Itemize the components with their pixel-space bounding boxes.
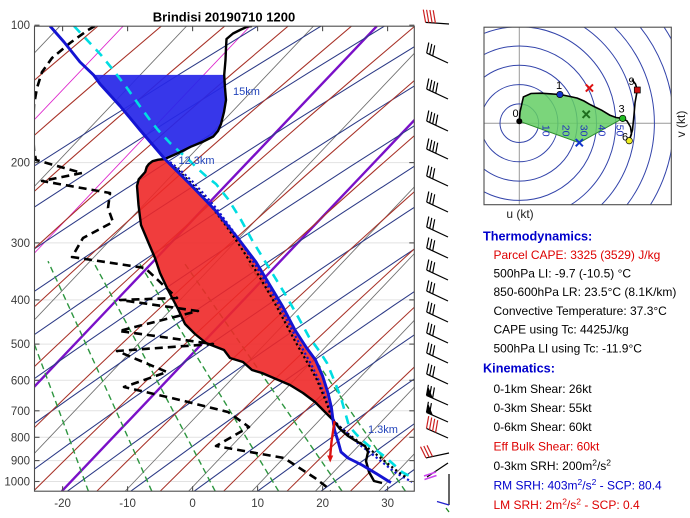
svg-text:1: 1 bbox=[556, 80, 562, 92]
svg-text:850-600hPa LR: 23.5°C (8.1K/km: 850-600hPa LR: 23.5°C (8.1K/km) bbox=[494, 285, 677, 299]
svg-text:500hPa LI: -9.7 (-10.5) °C: 500hPa LI: -9.7 (-10.5) °C bbox=[494, 267, 632, 281]
svg-text:9: 9 bbox=[629, 76, 635, 88]
svg-text:3: 3 bbox=[619, 104, 625, 116]
svg-text:1000: 1000 bbox=[4, 477, 30, 489]
svg-text:30: 30 bbox=[381, 498, 394, 510]
svg-text:700: 700 bbox=[11, 406, 30, 418]
svg-text:10: 10 bbox=[251, 498, 264, 510]
svg-text:800: 800 bbox=[11, 432, 30, 444]
svg-text:300: 300 bbox=[11, 238, 30, 250]
svg-text:200: 200 bbox=[11, 158, 30, 170]
svg-text:0: 0 bbox=[513, 108, 519, 120]
svg-text:50: 50 bbox=[614, 125, 626, 137]
svg-text:Convective Temperature: 37.3°C: Convective Temperature: 37.3°C bbox=[494, 304, 668, 318]
svg-text:0: 0 bbox=[189, 498, 195, 510]
svg-text:100: 100 bbox=[11, 20, 30, 32]
svg-text:600: 600 bbox=[11, 375, 30, 387]
svg-text:0-3km SRH: 200m2/s2: 0-3km SRH: 200m2/s2 bbox=[494, 458, 612, 474]
svg-text:400: 400 bbox=[11, 295, 30, 307]
svg-text:1.3km: 1.3km bbox=[368, 424, 398, 436]
svg-text:0-6km Shear: 60kt: 0-6km Shear: 60kt bbox=[494, 420, 593, 434]
svg-text:Kinematics:: Kinematics: bbox=[483, 362, 555, 376]
svg-text:500hPa LI using Tc: -11.9°C: 500hPa LI using Tc: -11.9°C bbox=[494, 341, 643, 355]
svg-text:RM SRH: 403m2/s2 - SCP: 80.4: RM SRH: 403m2/s2 - SCP: 80.4 bbox=[494, 477, 663, 493]
svg-text:CAPE using Tc: 4425J/kg: CAPE using Tc: 4425J/kg bbox=[494, 323, 629, 337]
svg-text:Eff Bulk Shear: 60kt: Eff Bulk Shear: 60kt bbox=[494, 439, 601, 453]
svg-text:Parcel CAPE: 3325 (3529) J/kg: Parcel CAPE: 3325 (3529) J/kg bbox=[494, 248, 661, 262]
svg-text:u (kt): u (kt) bbox=[506, 207, 533, 221]
svg-text:15km: 15km bbox=[233, 86, 260, 98]
svg-text:LM SRH: 2m2/s2 - SCP: 0.4: LM SRH: 2m2/s2 - SCP: 0.4 bbox=[494, 496, 641, 512]
svg-text:Thermodynamics:: Thermodynamics: bbox=[483, 230, 592, 244]
svg-text:6: 6 bbox=[622, 132, 628, 144]
svg-text:500: 500 bbox=[11, 339, 30, 351]
svg-text:20: 20 bbox=[560, 125, 572, 137]
svg-text:12.3km: 12.3km bbox=[179, 155, 215, 167]
svg-text:10: 10 bbox=[540, 125, 552, 137]
svg-text:900: 900 bbox=[11, 456, 30, 468]
svg-text:v (kt): v (kt) bbox=[674, 111, 688, 138]
svg-text:-10: -10 bbox=[119, 498, 136, 510]
svg-text:20: 20 bbox=[316, 498, 329, 510]
svg-text:30: 30 bbox=[578, 125, 590, 137]
svg-text:Brindisi 20190710 1200: Brindisi 20190710 1200 bbox=[153, 10, 295, 25]
svg-text:0-3km Shear: 55kt: 0-3km Shear: 55kt bbox=[494, 401, 593, 415]
svg-text:-20: -20 bbox=[54, 498, 71, 510]
svg-text:0-1km Shear: 26kt: 0-1km Shear: 26kt bbox=[494, 382, 593, 396]
svg-text:40: 40 bbox=[596, 125, 608, 137]
